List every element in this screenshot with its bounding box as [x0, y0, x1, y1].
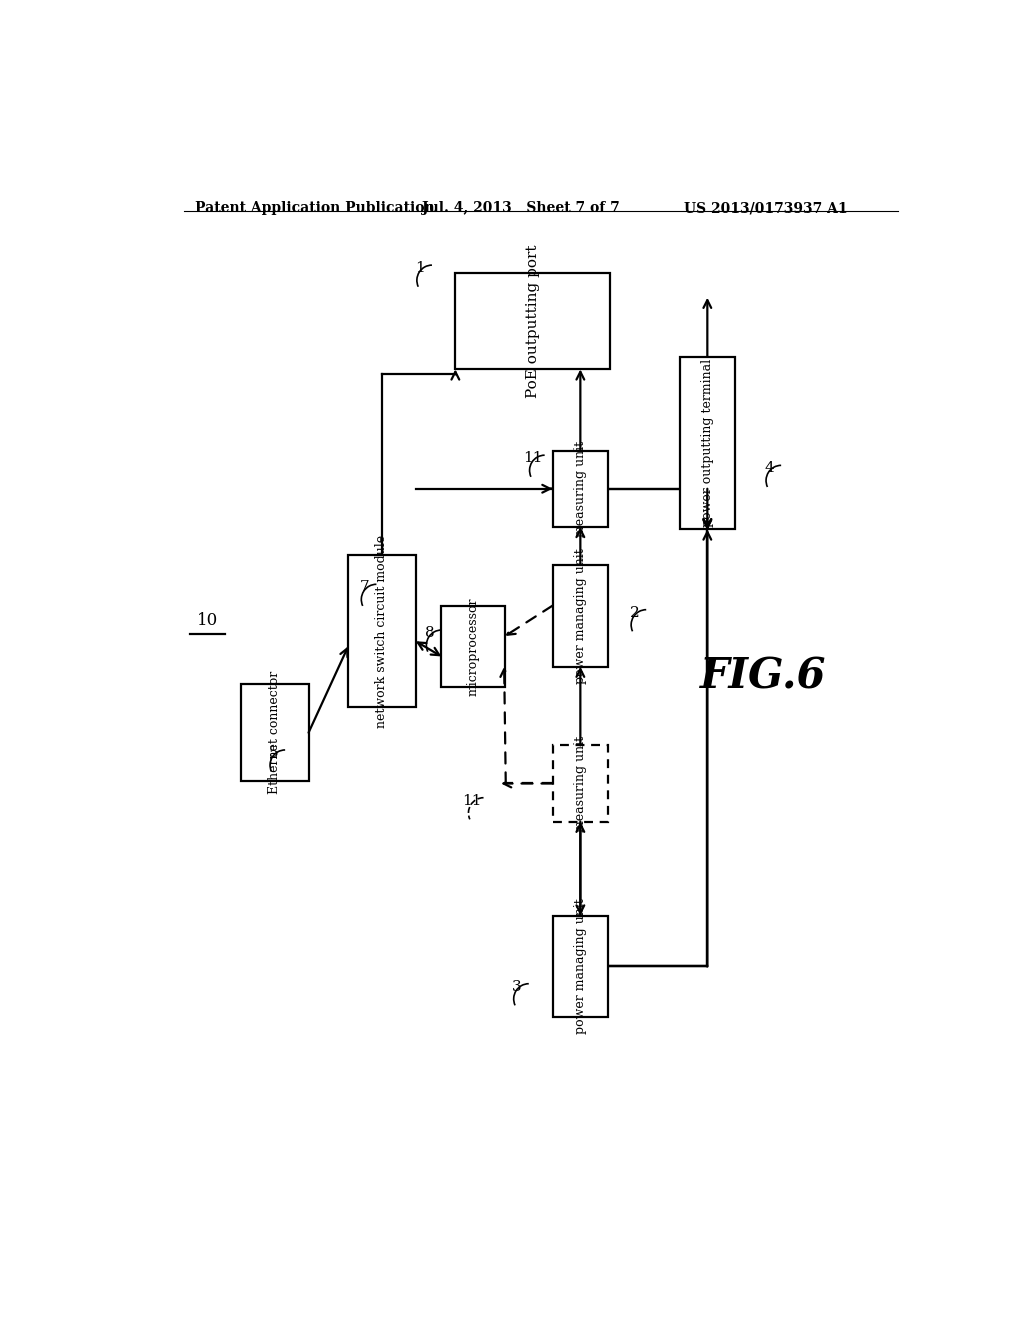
- FancyArrowPatch shape: [577, 669, 585, 746]
- Text: Patent Application Publication: Patent Application Publication: [196, 201, 435, 215]
- FancyArrowPatch shape: [504, 780, 553, 787]
- FancyArrowPatch shape: [703, 532, 712, 966]
- FancyArrowPatch shape: [308, 648, 347, 733]
- Text: 11: 11: [462, 793, 481, 808]
- Text: 7: 7: [359, 581, 370, 594]
- Text: 2: 2: [630, 606, 639, 619]
- Bar: [680, 356, 735, 529]
- Text: Jul. 4, 2013   Sheet 7 of 7: Jul. 4, 2013 Sheet 7 of 7: [422, 201, 620, 215]
- FancyArrowPatch shape: [452, 372, 459, 380]
- FancyArrowPatch shape: [577, 529, 585, 565]
- Bar: [553, 746, 608, 821]
- Text: 11: 11: [523, 451, 543, 465]
- Bar: [553, 916, 608, 1018]
- Text: power managing unit: power managing unit: [573, 548, 587, 684]
- Text: US 2013/0173937 A1: US 2013/0173937 A1: [684, 201, 847, 215]
- Text: microprocessor: microprocessor: [467, 597, 479, 696]
- FancyArrowPatch shape: [507, 606, 553, 635]
- FancyArrowPatch shape: [501, 669, 508, 784]
- FancyArrowPatch shape: [703, 519, 712, 527]
- Bar: [241, 684, 308, 781]
- Text: PoE outputting port: PoE outputting port: [525, 244, 540, 397]
- Text: 5: 5: [268, 746, 279, 760]
- FancyArrowPatch shape: [577, 372, 585, 450]
- Bar: [553, 565, 608, 667]
- Bar: [553, 450, 608, 527]
- FancyArrowPatch shape: [543, 484, 551, 492]
- FancyArrowPatch shape: [703, 488, 712, 528]
- Text: power managing unit: power managing unit: [573, 899, 587, 1035]
- Bar: [441, 606, 505, 686]
- Text: measuring unit: measuring unit: [573, 735, 587, 832]
- FancyArrowPatch shape: [703, 300, 712, 356]
- Text: 1: 1: [415, 261, 425, 275]
- Text: 3: 3: [512, 979, 521, 994]
- FancyArrowPatch shape: [577, 821, 585, 913]
- Bar: [348, 554, 416, 708]
- Bar: [456, 273, 610, 370]
- Text: measuring unit: measuring unit: [573, 441, 587, 537]
- FancyArrowPatch shape: [703, 519, 712, 528]
- Text: FIG.6: FIG.6: [699, 656, 826, 698]
- Text: network switch circuit module: network switch circuit module: [376, 535, 388, 727]
- FancyArrowPatch shape: [577, 824, 585, 916]
- Text: 10: 10: [197, 612, 218, 630]
- Text: Ethernet connector: Ethernet connector: [268, 671, 282, 795]
- Text: power outputting terminal: power outputting terminal: [700, 359, 714, 527]
- Text: 4: 4: [764, 462, 774, 475]
- Text: 8: 8: [425, 626, 434, 640]
- FancyArrowPatch shape: [418, 643, 439, 655]
